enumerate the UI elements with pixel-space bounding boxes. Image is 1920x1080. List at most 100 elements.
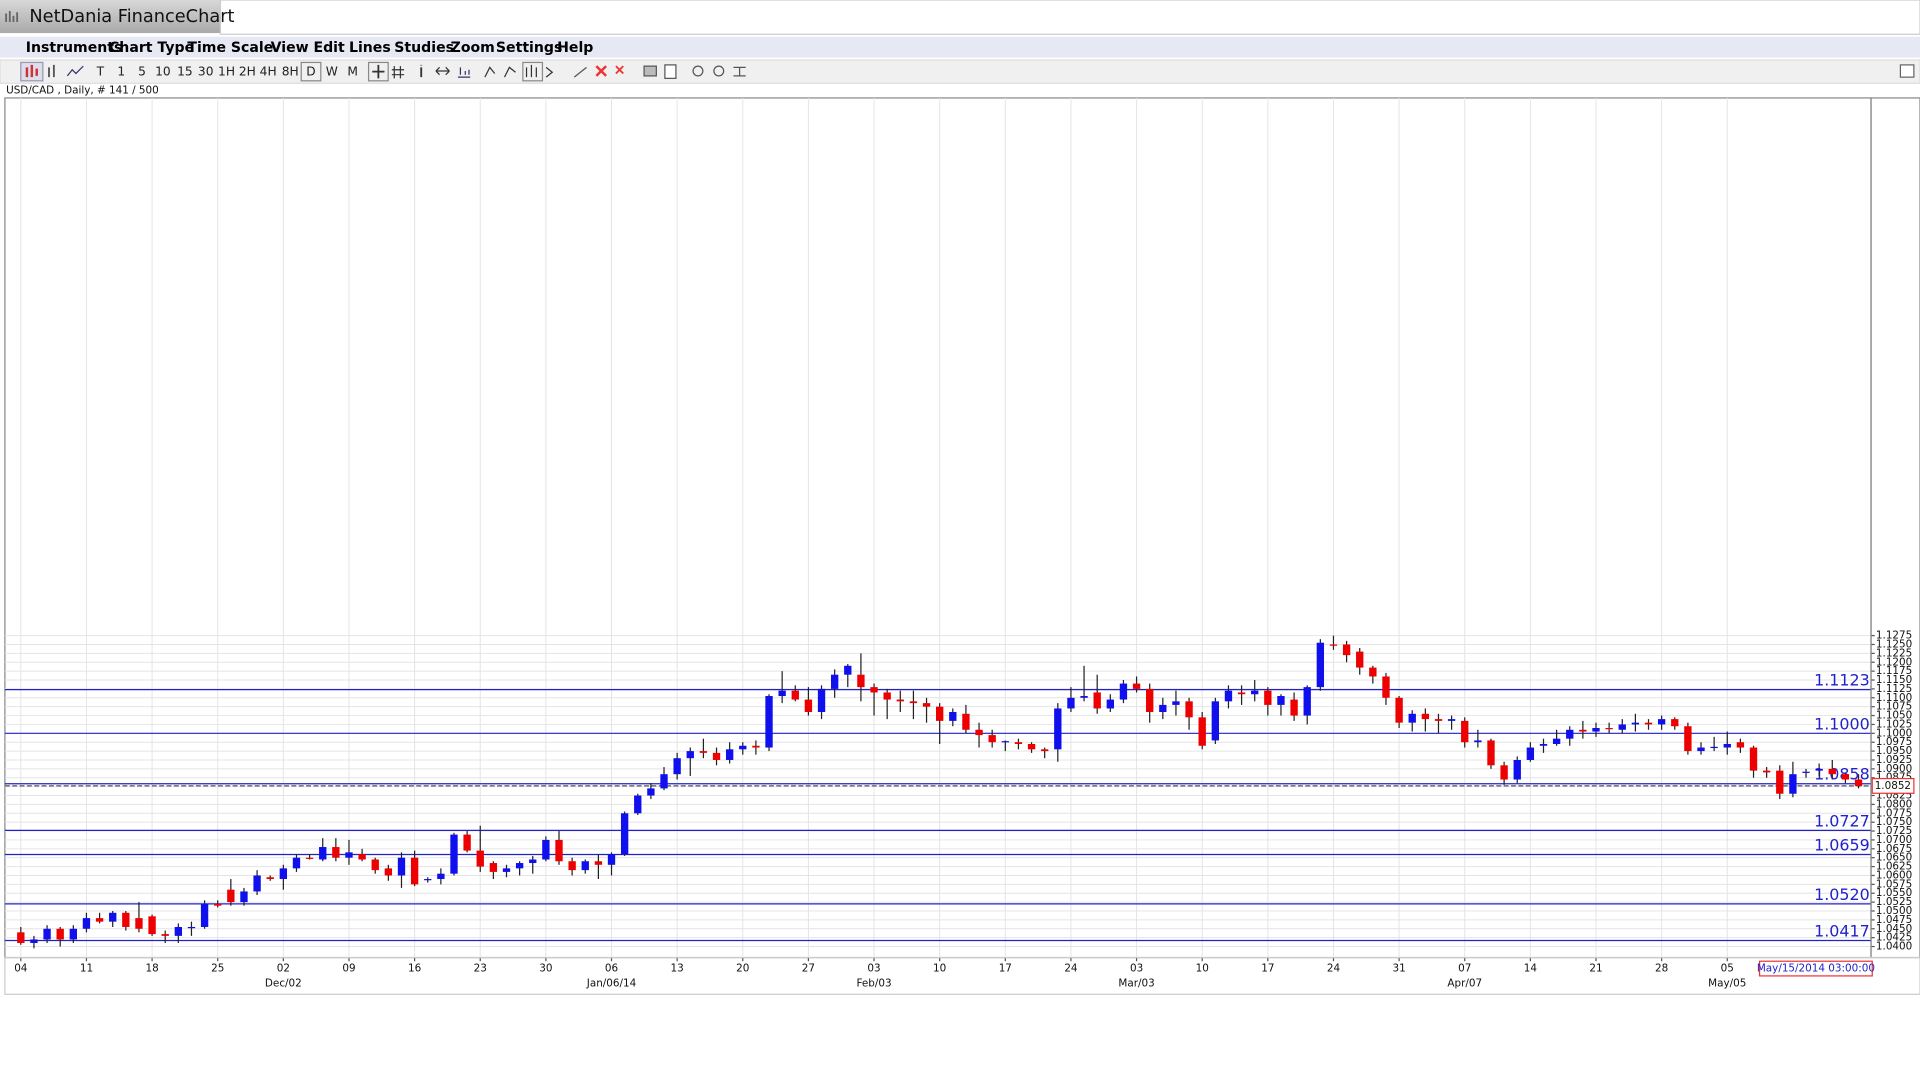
timeframe-button[interactable]: 30	[198, 65, 214, 79]
candle-body	[817, 688, 826, 713]
x-tick-label: 03	[867, 963, 880, 975]
candle-body	[463, 834, 471, 851]
menu-item[interactable]: Time Scale	[187, 40, 273, 56]
y-tick-label: 1.0500	[1876, 905, 1912, 917]
candle-body	[725, 749, 734, 760]
candle-body	[739, 745, 747, 750]
zoom-in-icon[interactable]	[692, 65, 704, 77]
candle-body	[148, 916, 156, 935]
candle-body	[1198, 717, 1206, 746]
candle-body	[56, 928, 64, 940]
menu-item[interactable]: Edit	[313, 40, 345, 56]
candle-body	[371, 859, 379, 871]
delete-icon[interactable]	[595, 65, 607, 77]
menu-item[interactable]: View	[271, 40, 309, 56]
timeframe-button[interactable]: 10	[155, 65, 171, 79]
menu-item[interactable]: Help	[557, 40, 593, 56]
candle-body	[1579, 729, 1587, 732]
bars-icon[interactable]	[48, 64, 55, 78]
candle-body	[896, 699, 904, 702]
y-tick-label: 1.1025	[1876, 718, 1912, 730]
x-tick-label: 06	[605, 963, 618, 975]
cursor-date-box	[1758, 960, 1873, 977]
delete-all-icon[interactable]	[615, 65, 624, 75]
x-tick-label: 05	[1721, 963, 1734, 975]
pan-icon[interactable]	[435, 66, 450, 76]
candle-body	[830, 674, 839, 689]
candle-body	[1539, 743, 1548, 746]
grid-icon[interactable]	[391, 66, 405, 79]
candle-body	[988, 735, 996, 743]
window-title: NetDania FinanceChart	[29, 7, 234, 27]
detach-icon[interactable]	[1899, 64, 1915, 78]
x-month-label: Dec/02	[265, 977, 302, 989]
candle-body	[778, 690, 786, 697]
candle-body	[1106, 699, 1114, 709]
candle-body	[253, 875, 261, 892]
date-axis	[4, 956, 1920, 995]
candle-body	[529, 859, 537, 864]
candle-body	[187, 926, 196, 929]
y-tick-label: 1.0550	[1876, 887, 1912, 899]
fib-box	[522, 61, 544, 82]
candle-body	[1762, 770, 1771, 773]
zoom-out-icon[interactable]	[713, 65, 725, 77]
x-tick-label: 09	[342, 963, 355, 975]
candle-body	[214, 903, 222, 906]
candle-body	[476, 850, 484, 867]
fit-icon[interactable]	[733, 66, 746, 77]
menu-item[interactable]: Zoom	[451, 40, 495, 56]
draw-line-icon[interactable]	[573, 66, 587, 78]
level-label: 1.0727	[1814, 811, 1870, 830]
timeframe-button[interactable]: 4H	[260, 65, 277, 79]
candle-body	[1592, 727, 1600, 732]
x-tick-label: 07	[1458, 963, 1471, 975]
print-icon[interactable]	[643, 65, 657, 77]
candle-body	[1329, 644, 1338, 646]
timeframe-button[interactable]: 1	[117, 65, 125, 79]
candle-body	[1054, 708, 1062, 750]
menu-item[interactable]: Settings	[496, 40, 562, 56]
x-month-label: Mar/03	[1118, 977, 1154, 989]
volume-icon[interactable]	[457, 67, 471, 78]
timeframe-button[interactable]: M	[347, 65, 358, 79]
fib-icon[interactable]	[525, 64, 554, 78]
y-tick-label: 1.0950	[1876, 745, 1912, 757]
timeframe-button[interactable]: D	[306, 65, 315, 79]
x-tick-label: 21	[1589, 963, 1602, 975]
timeframe-button[interactable]: 1H	[218, 65, 235, 79]
candle-body	[883, 692, 891, 700]
candle-body	[384, 868, 393, 876]
x-tick-label: 13	[671, 963, 684, 975]
trend-icons[interactable]	[484, 66, 516, 78]
line-icon[interactable]	[66, 65, 84, 77]
preview-icon[interactable]	[664, 64, 677, 79]
timeframe-button[interactable]: W	[326, 65, 338, 79]
x-month-label: Jan/06/14	[586, 977, 637, 989]
menu-item[interactable]: Instruments	[26, 40, 123, 56]
candle-body	[765, 696, 773, 748]
timeframe-button[interactable]: T	[96, 65, 105, 79]
menu-item[interactable]: Lines	[349, 40, 391, 56]
timeframe-button[interactable]: 15	[177, 65, 193, 79]
last-price-box	[1871, 777, 1915, 794]
candle-body	[1251, 690, 1259, 695]
crosshair-icon[interactable]	[372, 64, 385, 79]
candle-body	[1749, 747, 1758, 771]
y-tick-label: 1.1225	[1876, 647, 1912, 659]
y-tick-label: 1.0700	[1876, 834, 1912, 846]
x-tick-label: 03	[1130, 963, 1143, 975]
timeframe-button[interactable]: 8H	[282, 65, 299, 79]
y-tick-label: 1.0650	[1876, 852, 1912, 864]
menu-item[interactable]: Chart Type	[109, 40, 194, 56]
x-tick-label: 10	[933, 963, 946, 975]
candle-body	[1447, 719, 1456, 721]
candle-body	[1146, 688, 1154, 713]
menu-item[interactable]: Studies	[394, 40, 454, 56]
timeframe-button[interactable]: 2H	[239, 65, 256, 79]
candle-body	[1776, 770, 1784, 794]
timeframe-button[interactable]: 5	[138, 65, 146, 79]
